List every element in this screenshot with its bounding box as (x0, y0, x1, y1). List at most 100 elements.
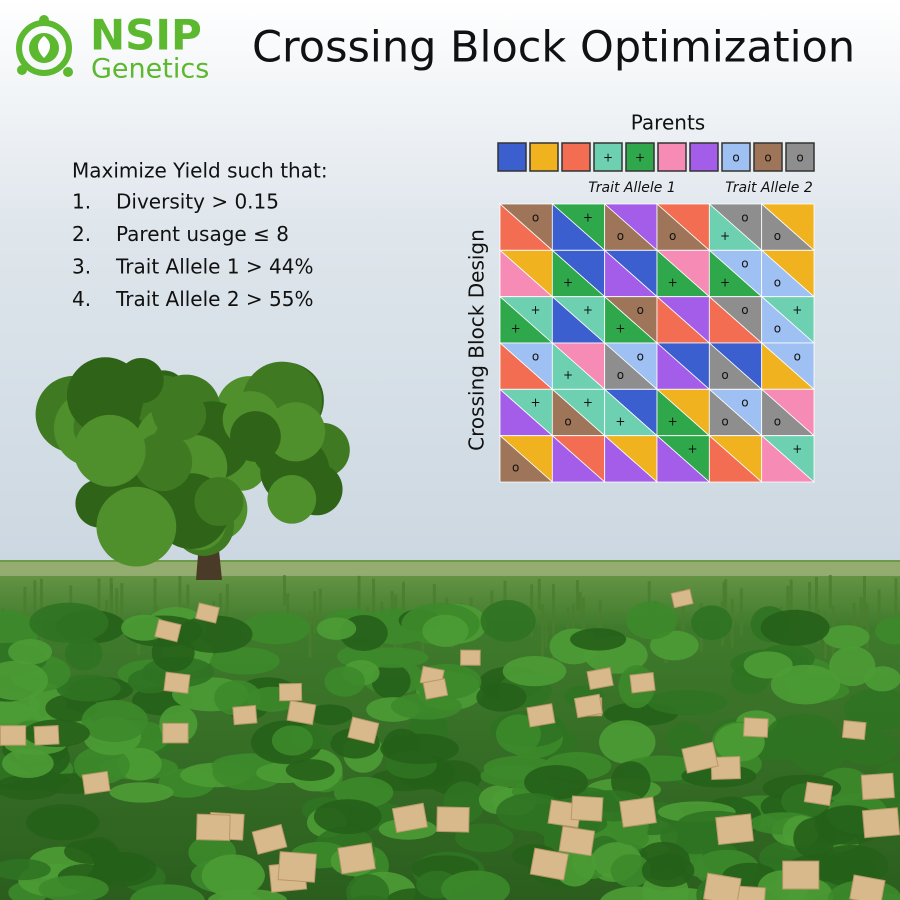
cell-mark: o (721, 414, 728, 428)
tree-foliage (73, 414, 146, 487)
corn (402, 581, 406, 629)
corn (503, 580, 507, 619)
leaf (650, 630, 699, 661)
corn (372, 578, 376, 615)
seed-bag (570, 795, 604, 822)
leaf (476, 682, 527, 712)
seed-bag (0, 725, 27, 746)
logo-brand: NSIP (90, 11, 202, 60)
constraint-list: 1. Diversity > 0.15 2. Parent usage ≤ 8 3. Tr… (72, 190, 313, 312)
design-grid: o +o oo+ o+ +o+ o+++ o+o +oo+oo oo+ +o + +oo oo+ + (498, 203, 816, 483)
leaf (176, 615, 253, 654)
cell-mark: o (637, 349, 644, 363)
cell-lower (499, 434, 554, 483)
tree-foliage (230, 411, 281, 462)
leaf (127, 668, 173, 694)
leaf (241, 612, 311, 645)
leaf (610, 854, 652, 888)
leaf (691, 605, 733, 641)
leaf (502, 656, 567, 687)
cell-mark: o (774, 322, 781, 336)
cell-mark: + (720, 275, 730, 289)
corn (877, 589, 881, 622)
corn (828, 575, 832, 609)
leaf (324, 666, 366, 697)
seed-bag (422, 678, 449, 700)
seed-bag (163, 671, 191, 694)
leaf (2, 748, 54, 778)
leaf (218, 892, 262, 900)
parent-mark: + (635, 151, 645, 165)
corn (598, 600, 602, 649)
parent-mark: o (732, 151, 739, 165)
leaf (355, 647, 429, 668)
corn (544, 612, 548, 648)
seed-bag (586, 667, 614, 690)
leaf (524, 764, 588, 800)
logo-dot (39, 15, 49, 25)
corn (39, 578, 43, 625)
cell-mark: + (563, 368, 573, 382)
leaf (875, 617, 900, 645)
seed-bag (278, 682, 303, 702)
corn (865, 603, 869, 649)
seed-bag (558, 825, 596, 857)
parent-swatch (721, 142, 751, 172)
corn (390, 590, 394, 626)
cell-lower (656, 434, 711, 483)
trait-label: Trait Allele 2 (725, 180, 813, 196)
constraint-text: Trait Allele 2 > 55% (115, 287, 313, 311)
leaf (647, 690, 727, 715)
corn (313, 591, 317, 634)
leaf (271, 725, 313, 756)
cell-mark: + (720, 229, 730, 243)
seed-bag (715, 813, 754, 846)
corn (581, 597, 585, 640)
design-label: Crossing Block Design (465, 229, 489, 451)
corn (120, 583, 124, 630)
leaf (8, 639, 53, 665)
parent-mark: + (603, 151, 613, 165)
corn (540, 603, 544, 657)
corn (551, 583, 555, 629)
leaf (813, 844, 889, 887)
corn (109, 577, 113, 610)
leaf (743, 651, 793, 679)
leaf (455, 823, 514, 853)
corn (894, 578, 898, 619)
corn (537, 579, 541, 611)
seed-bag (670, 588, 694, 609)
cell-mark: + (792, 303, 802, 317)
corn (286, 593, 290, 631)
seed-bag (195, 602, 220, 624)
constraint-number: 2. (72, 222, 91, 246)
leaf (117, 747, 162, 781)
leaf (285, 759, 335, 782)
trait-label: Trait Allele 1 (588, 180, 675, 196)
leaf (307, 704, 353, 726)
leaf (26, 804, 100, 841)
parent-swatch (657, 142, 687, 172)
cell-lower (604, 434, 659, 483)
parent-row: + + o o o (497, 142, 815, 172)
seed-bag (232, 704, 258, 726)
corn (578, 592, 582, 623)
corn (739, 588, 743, 636)
seed-bag (391, 802, 428, 834)
parent-swatch (785, 142, 815, 172)
leaf (210, 647, 280, 675)
leaf (390, 692, 462, 720)
leaf (346, 873, 390, 900)
corn (730, 598, 734, 648)
leaf (316, 617, 357, 640)
parent-swatch (593, 142, 623, 172)
leaf (371, 663, 411, 699)
leaf (599, 720, 656, 764)
parent-mark: o (764, 151, 771, 165)
cell-mark: + (615, 414, 625, 428)
seed-bag (710, 755, 741, 780)
leaf (38, 875, 109, 900)
cell-mark: o (637, 303, 644, 317)
seed-bag (743, 717, 769, 738)
corn (789, 579, 793, 618)
